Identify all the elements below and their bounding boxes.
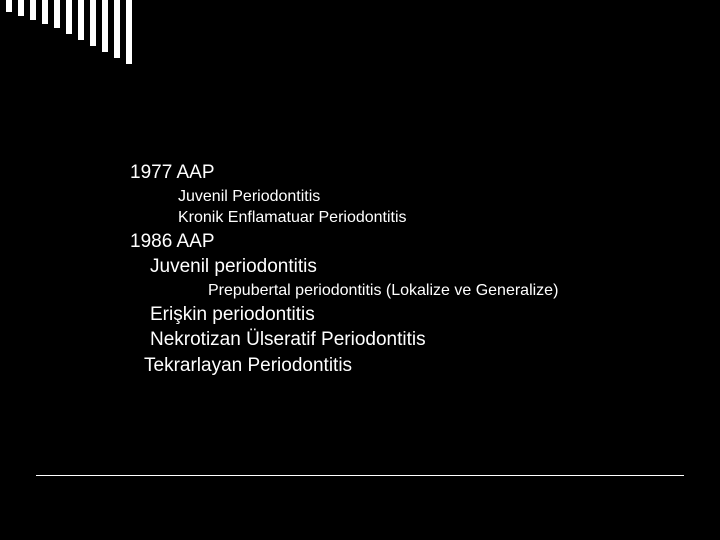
item-eriskin: Erişkin periodontitis — [130, 302, 690, 328]
bar — [126, 0, 132, 64]
bar — [78, 0, 84, 40]
bar — [90, 0, 96, 46]
bar — [102, 0, 108, 52]
bar — [6, 0, 12, 12]
bar — [54, 0, 60, 28]
bar — [18, 0, 24, 16]
bar — [66, 0, 72, 34]
item-juvenil: Juvenil periodontitis — [130, 254, 690, 280]
bar — [30, 0, 36, 20]
subitem: Juvenil Periodontitis — [130, 186, 690, 208]
bar — [42, 0, 48, 24]
bar — [114, 0, 120, 58]
heading-1986: 1986 AAP — [130, 229, 690, 255]
subitem-prepubertal: Prepubertal periodontitis (Lokalize ve G… — [130, 280, 690, 302]
item-nekrotizan: Nekrotizan Ülseratif Periodontitis — [130, 327, 690, 353]
slide-content: 1977 AAP Juvenil Periodontitis Kronik En… — [130, 160, 690, 379]
item-tekrarlayan: Tekrarlayan Periodontitis — [130, 353, 690, 379]
decorative-bars — [0, 0, 132, 64]
subitem: Kronik Enflamatuar Periodontitis — [130, 207, 690, 229]
horizontal-rule — [36, 475, 684, 476]
heading-1977: 1977 AAP — [130, 160, 690, 186]
